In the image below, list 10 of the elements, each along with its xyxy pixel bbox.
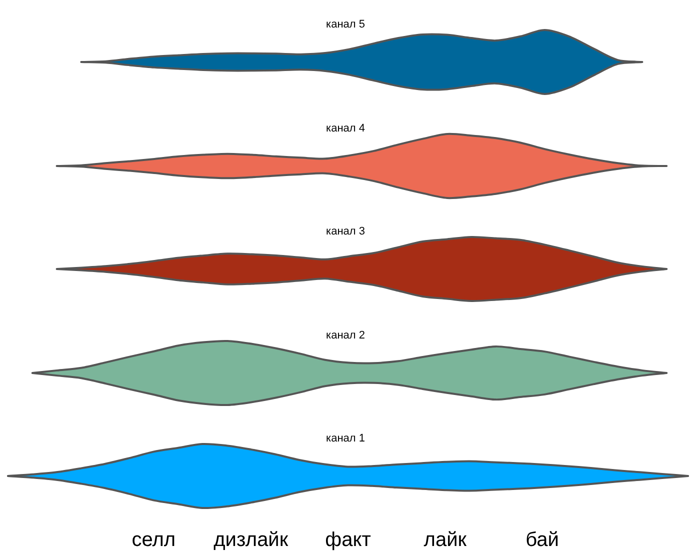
chart-title: канал 3 [326, 226, 365, 238]
chart-title: канал 5 [326, 18, 365, 30]
x-tick-label: селл [132, 529, 176, 551]
chart-title: канал 4 [326, 122, 365, 134]
x-tick-label: факт [325, 529, 371, 551]
chart-title: канал 2 [326, 329, 365, 341]
x-tick-label: бай [526, 529, 559, 551]
chart-title: канал 1 [326, 432, 365, 444]
x-tick-label: лайк [424, 529, 467, 551]
x-tick-label: дизлайк [214, 529, 288, 551]
